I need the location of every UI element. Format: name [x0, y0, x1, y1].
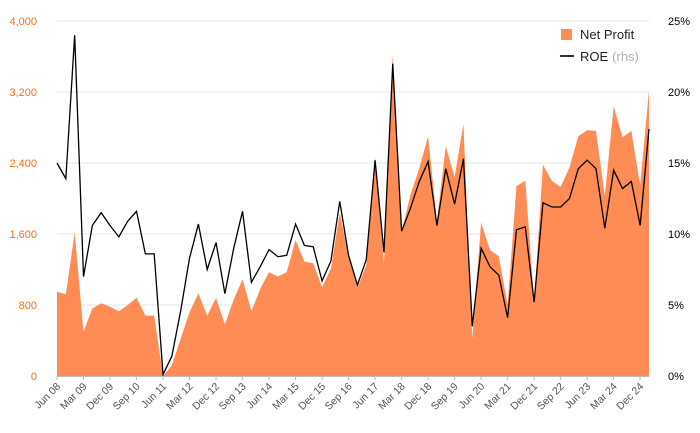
- right-axis-ticks: 0% 5% 10% 15% 20% 25%: [668, 16, 690, 383]
- left-axis-ticks: 0 800 1,600 2,400 3,200 4,000: [9, 16, 37, 383]
- x-tick-label: Dec 15: [296, 381, 328, 413]
- x-tick-label: Jun 20: [456, 381, 487, 412]
- legend-label-roe: ROE (rhs): [580, 49, 639, 64]
- left-tick-label: 2,400: [9, 158, 37, 170]
- x-tick-label: Jun 11: [139, 381, 169, 411]
- right-tick-label: 25%: [668, 16, 690, 28]
- right-tick-label: 0%: [668, 371, 684, 383]
- net-profit-area: [57, 54, 649, 376]
- left-tick-label: 0: [31, 371, 37, 383]
- net-profit-area-layer: [57, 54, 649, 376]
- x-tick-label: Mar 15: [270, 381, 302, 413]
- legend-label-net-profit: Net Profit: [580, 27, 635, 42]
- x-tick-label: Sep 22: [535, 381, 567, 413]
- x-tick-label: Sep 10: [111, 381, 143, 413]
- x-tick-label: Jun 14: [244, 381, 275, 412]
- left-tick-label: 800: [19, 300, 37, 312]
- left-tick-label: 4,000: [9, 16, 37, 28]
- legend-swatch-net-profit: [561, 29, 572, 40]
- x-tick-label: Dec 12: [190, 381, 222, 413]
- x-tick-label: Mar 12: [164, 381, 196, 413]
- left-tick-label: 1,600: [9, 229, 37, 241]
- x-tick-label: Dec 18: [402, 381, 434, 413]
- roe-line-layer: [56, 35, 650, 378]
- right-tick-label: 15%: [668, 158, 690, 170]
- right-tick-label: 5%: [668, 300, 684, 312]
- right-tick-label: 10%: [668, 229, 690, 241]
- x-tick-label: Mar 24: [588, 381, 620, 413]
- x-tick-label: Mar 09: [58, 381, 90, 413]
- x-tick-label: Sep 13: [217, 381, 249, 413]
- x-tick-label: Mar 18: [376, 381, 408, 413]
- x-tick-label: Sep 16: [323, 381, 355, 413]
- x-tick-label: Mar 21: [482, 381, 514, 413]
- x-tick-label: Dec 09: [84, 381, 116, 413]
- legend-roe-name: ROE: [580, 49, 609, 64]
- x-tick-label: Dec 24: [614, 381, 646, 413]
- x-tick-label: Jun 08: [32, 381, 63, 412]
- legend: Net Profit ROE (rhs): [560, 27, 639, 64]
- x-tick-label: Dec 21: [508, 381, 540, 413]
- x-tick-label: Jun 23: [562, 381, 593, 412]
- x-tick-label: Jun 17: [350, 381, 381, 412]
- right-tick-label: 20%: [668, 87, 690, 99]
- left-tick-label: 3,200: [9, 87, 37, 99]
- x-tick-label: Sep 19: [429, 381, 461, 413]
- roe-line: [56, 35, 650, 378]
- legend-roe-note: (rhs): [612, 49, 639, 64]
